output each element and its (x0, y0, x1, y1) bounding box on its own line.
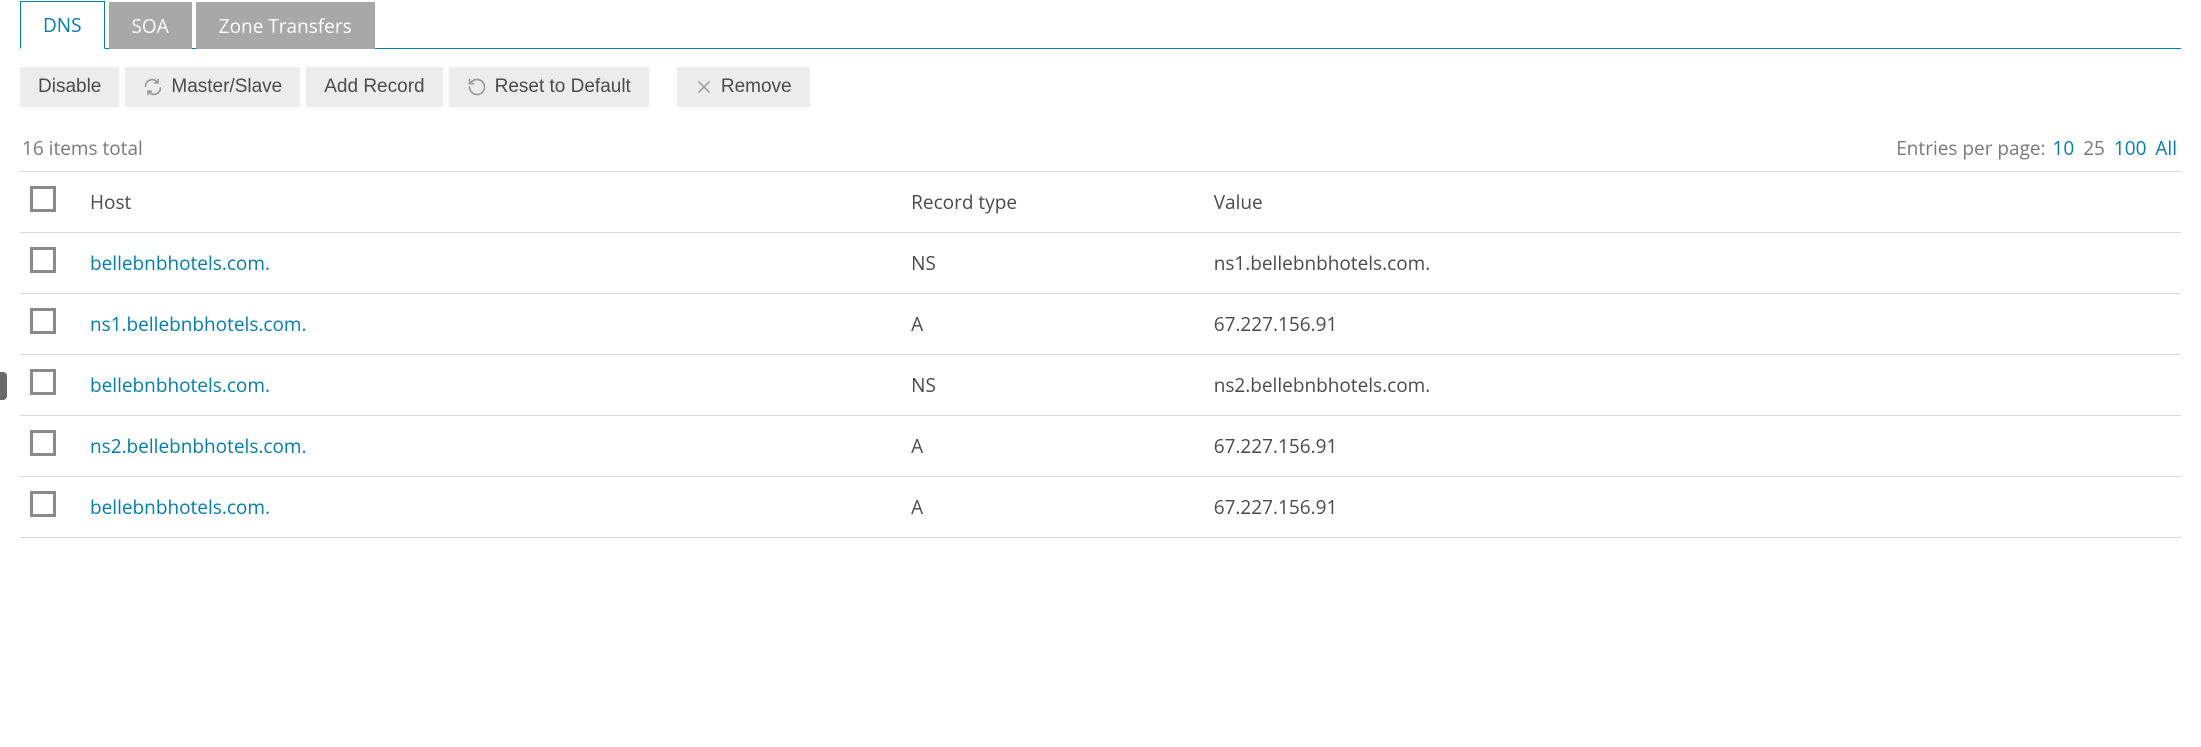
host-link[interactable]: bellebnbhotels.com. (90, 372, 270, 398)
row-checkbox[interactable] (30, 430, 56, 456)
column-header-type[interactable]: Record type (901, 172, 1204, 233)
table-row: ns1.bellebnbhotels.com. A 67.227.156.91 (20, 294, 2181, 355)
record-value: 67.227.156.91 (1204, 477, 2181, 538)
record-type: A (901, 416, 1204, 477)
row-checkbox[interactable] (30, 491, 56, 517)
host-link[interactable]: ns2.bellebnbhotels.com. (90, 433, 307, 459)
record-value: ns1.bellebnbhotels.com. (1204, 233, 2181, 294)
tab-dns[interactable]: DNS (20, 1, 105, 49)
button-label: Add Record (324, 76, 424, 98)
remove-icon (695, 78, 713, 96)
record-type: NS (901, 355, 1204, 416)
host-link[interactable]: bellebnbhotels.com. (90, 494, 270, 520)
table-header-row: Host Record type Value (20, 172, 2181, 233)
per-page-option-100[interactable]: 100 (2112, 135, 2149, 161)
refresh-icon (467, 77, 487, 97)
toolbar: Disable Master/Slave Add Record Reset to… (20, 67, 2181, 107)
per-page-option-10[interactable]: 10 (2051, 135, 2077, 161)
disable-button[interactable]: Disable (20, 67, 119, 107)
table-row: bellebnbhotels.com. A 67.227.156.91 (20, 477, 2181, 538)
swap-icon (143, 77, 163, 97)
tab-label: Zone Transfers (219, 13, 352, 39)
per-page-label: Entries per page: (1896, 135, 2045, 161)
per-page-option-25[interactable]: 25 (2081, 135, 2107, 161)
tab-label: DNS (43, 12, 82, 38)
list-meta: 16 items total Entries per page: 10 25 1… (20, 135, 2181, 161)
row-checkbox[interactable] (30, 247, 56, 273)
tab-zone-transfers[interactable]: Zone Transfers (196, 2, 375, 49)
button-label: Remove (721, 76, 792, 98)
add-record-button[interactable]: Add Record (306, 67, 442, 107)
record-value: 67.227.156.91 (1204, 416, 2181, 477)
record-type: A (901, 477, 1204, 538)
record-value: 67.227.156.91 (1204, 294, 2181, 355)
table-row: ns2.bellebnbhotels.com. A 67.227.156.91 (20, 416, 2181, 477)
row-checkbox[interactable] (30, 369, 56, 395)
reset-default-button[interactable]: Reset to Default (449, 67, 649, 107)
button-label: Disable (38, 76, 101, 98)
table-row: bellebnbhotels.com. NS ns1.bellebnbhotel… (20, 233, 2181, 294)
button-label: Reset to Default (495, 76, 631, 98)
entries-per-page: Entries per page: 10 25 100 All (1896, 135, 2179, 161)
tab-soa[interactable]: SOA (109, 2, 192, 49)
side-nub (0, 372, 7, 400)
master-slave-button[interactable]: Master/Slave (125, 67, 300, 107)
host-link[interactable]: bellebnbhotels.com. (90, 250, 270, 276)
column-header-value[interactable]: Value (1204, 172, 2181, 233)
row-checkbox[interactable] (30, 308, 56, 334)
tab-bar: DNS SOA Zone Transfers (20, 0, 2181, 49)
record-type: NS (901, 233, 1204, 294)
table-row: bellebnbhotels.com. NS ns2.bellebnbhotel… (20, 355, 2181, 416)
dns-records-panel: DNS SOA Zone Transfers Disable Master/Sl… (0, 0, 2201, 548)
record-type: A (901, 294, 1204, 355)
tab-label: SOA (132, 13, 169, 39)
items-total: 16 items total (22, 135, 143, 161)
record-value: ns2.bellebnbhotels.com. (1204, 355, 2181, 416)
select-all-checkbox[interactable] (30, 186, 56, 212)
column-header-host[interactable]: Host (80, 172, 901, 233)
per-page-option-all[interactable]: All (2153, 135, 2179, 161)
dns-records-table: Host Record type Value bellebnbhotels.co… (20, 171, 2181, 538)
remove-button[interactable]: Remove (677, 67, 810, 107)
button-label: Master/Slave (171, 76, 282, 98)
host-link[interactable]: ns1.bellebnbhotels.com. (90, 311, 307, 337)
